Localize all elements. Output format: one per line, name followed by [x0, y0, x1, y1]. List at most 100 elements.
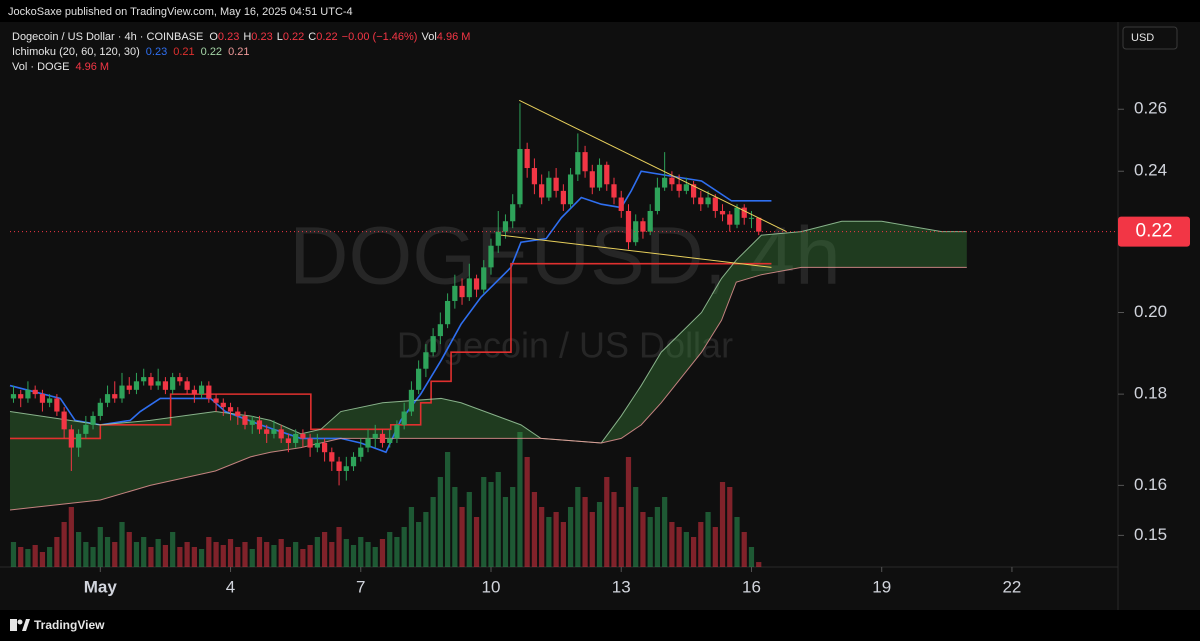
volume-bar — [256, 537, 263, 567]
candle-body — [741, 207, 747, 218]
volume-bar — [10, 542, 17, 567]
volume-bar — [423, 512, 429, 567]
volume-bar — [285, 547, 292, 567]
ohlc-value: 0.23 — [251, 31, 272, 43]
x-tick-label: 16 — [742, 577, 761, 596]
candle-body — [10, 394, 17, 399]
y-tick-label: 0.16 — [1134, 475, 1167, 494]
volume-bar — [734, 517, 740, 567]
volume-bar — [575, 487, 581, 567]
volume-bar — [756, 562, 762, 567]
indicator-name: Ichimoku (20, 60, 120, 30) — [12, 46, 140, 58]
candle-body — [198, 385, 205, 395]
candle-body — [582, 152, 588, 172]
candle-body — [423, 352, 429, 369]
candle-body — [155, 381, 161, 386]
x-tick-label: May — [84, 577, 118, 596]
candle-body — [358, 447, 364, 457]
volume-bar — [466, 492, 472, 567]
candle-body — [495, 231, 501, 246]
volume-bar — [206, 537, 212, 567]
candle-body — [293, 433, 299, 443]
cloud-fill — [10, 221, 967, 510]
footer-logo — [10, 619, 30, 631]
candle-body — [184, 381, 190, 390]
candle-body — [285, 438, 292, 443]
candle-body — [191, 389, 197, 395]
candle-body — [97, 402, 103, 416]
indicator-legend: Ichimoku (20, 60, 120, 30) 0.23 0.21 0.22 0.… — [12, 46, 249, 58]
candle-body — [560, 190, 566, 205]
volume-bar — [141, 537, 147, 567]
volume-bar — [54, 537, 60, 567]
currency[interactable]: USD — [1131, 32, 1154, 44]
volume-bar — [177, 547, 183, 567]
candle-body — [647, 210, 653, 232]
volume-bar — [387, 532, 393, 567]
volume-bar — [437, 477, 443, 567]
ohlc-value: 0.22 — [316, 31, 337, 43]
volume-bar — [618, 507, 624, 567]
volume-bar — [249, 549, 255, 567]
volume-bar — [184, 542, 190, 567]
price-label: 0.22 — [1136, 221, 1173, 242]
candle-body — [524, 148, 530, 169]
candle-body — [119, 385, 125, 399]
candle-body — [459, 285, 465, 298]
candle-body — [408, 389, 415, 412]
currency-box[interactable] — [1122, 26, 1178, 50]
y-tick-label: 0.20 — [1134, 302, 1167, 321]
volume-bar — [394, 537, 400, 567]
candle-body — [104, 394, 111, 403]
volume-bar — [430, 497, 436, 567]
candle-body — [112, 394, 118, 399]
volume-bar — [683, 532, 689, 567]
volume-bar — [625, 457, 632, 567]
volume-bar — [235, 547, 241, 567]
x-tick-label: 22 — [1002, 577, 1021, 596]
volume-bar — [213, 542, 219, 567]
volume-bar — [546, 517, 552, 567]
volume-bar — [47, 547, 53, 567]
logo-dot — [17, 619, 23, 625]
candle-body — [683, 184, 689, 191]
x-tick-label: 10 — [482, 577, 501, 596]
candle-body — [314, 442, 320, 448]
volume-bar — [589, 512, 595, 567]
candle-body — [170, 377, 176, 390]
volume-bar — [662, 497, 668, 567]
volume-bar — [191, 547, 197, 567]
candle-body — [264, 429, 270, 434]
volume-bar — [242, 542, 248, 567]
volume-bar — [567, 507, 574, 567]
volume-bar — [582, 497, 588, 567]
candle-body — [712, 197, 718, 211]
candle-body — [329, 452, 335, 462]
candle-body — [83, 424, 89, 434]
plot-area — [9, 99, 1118, 567]
volume-bar — [401, 527, 407, 567]
volume-name: Vol · DOGE — [12, 61, 69, 73]
indicator-value: 0.21 — [173, 46, 194, 58]
volume-bar — [112, 542, 118, 567]
candle-body — [669, 177, 675, 185]
volume-bar — [452, 487, 458, 567]
volume-legend: Vol · DOGE 4.96 M — [12, 61, 109, 73]
ohlc: O0.23 H0.23 L0.22 C0.22 — [209, 31, 337, 43]
ohlc-key: L — [277, 31, 283, 43]
candle-body — [47, 398, 53, 403]
candle-body — [90, 415, 96, 425]
volume-bar — [510, 487, 516, 567]
candle-body — [68, 429, 74, 448]
volume-bar — [278, 539, 284, 567]
volume-bar — [647, 517, 653, 567]
volume-bar — [560, 522, 566, 567]
volume-bar — [75, 532, 82, 567]
trendline — [518, 99, 787, 233]
candle-body — [220, 402, 226, 408]
change: −0.00 (−1.46%) — [342, 31, 418, 43]
logo-slash — [22, 619, 30, 631]
volume-bar — [481, 477, 487, 567]
ohlc-key: C — [308, 31, 316, 43]
